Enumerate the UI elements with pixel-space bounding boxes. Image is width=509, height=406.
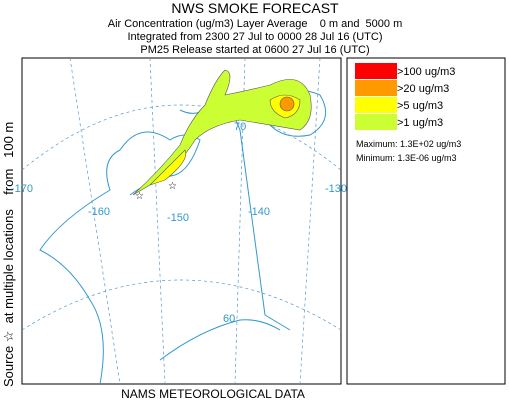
footer: NAMS METEOROLOGICAL DATA xyxy=(121,387,305,401)
source-star: ☆ xyxy=(168,181,177,192)
legend: >100 ug/m3 >20 ug/m3 >5 ug/m3 >1 ug/m3 Maxi… xyxy=(346,57,506,385)
lat-label: 70 xyxy=(234,121,246,133)
legend-label: >1 ug/m3 xyxy=(397,117,443,129)
legend-maximum: Maximum: 1.3E+02 ug/m3 xyxy=(356,139,461,149)
lat-label: 60 xyxy=(223,313,235,325)
subtitle: PM25 Release started at 0600 27 Jul 16 (… xyxy=(140,44,369,56)
subtitle: Air Concentration (ug/m3) Layer Average … xyxy=(108,18,403,30)
lon-label: -140 xyxy=(248,206,270,218)
legend-label: >20 ug/m3 xyxy=(397,83,449,95)
legend-swatch xyxy=(355,114,397,130)
map-labels: -170 -160 -150 -140 -130 70 60 xyxy=(11,121,347,325)
side-label: Source ☆ at multiple locations from 100 … xyxy=(1,122,16,387)
legend-label: >100 ug/m3 xyxy=(397,66,455,78)
title: NWS SMOKE FORECAST xyxy=(171,0,339,16)
lon-label: -160 xyxy=(88,206,110,218)
source-star: ☆ xyxy=(135,191,144,202)
legend-swatch xyxy=(355,63,397,79)
legend-swatch xyxy=(355,80,397,96)
map: ☆ ☆ -170 -160 -150 -140 -130 70 60 xyxy=(11,57,347,385)
legend-entries: >100 ug/m3 >20 ug/m3 >5 ug/m3 >1 ug/m3 xyxy=(355,63,455,130)
legend-minimum: Minimum: 1.3E-06 ug/m3 xyxy=(356,153,457,163)
smoke-plume: ☆ ☆ xyxy=(132,69,312,202)
lon-label: -170 xyxy=(11,183,33,195)
legend-swatch xyxy=(355,97,397,113)
subtitle: Integrated from 2300 27 Jul to 0000 28 J… xyxy=(128,31,383,43)
lon-label: -150 xyxy=(167,212,189,224)
lon-label: -130 xyxy=(325,183,347,195)
legend-label: >5 ug/m3 xyxy=(397,100,443,112)
